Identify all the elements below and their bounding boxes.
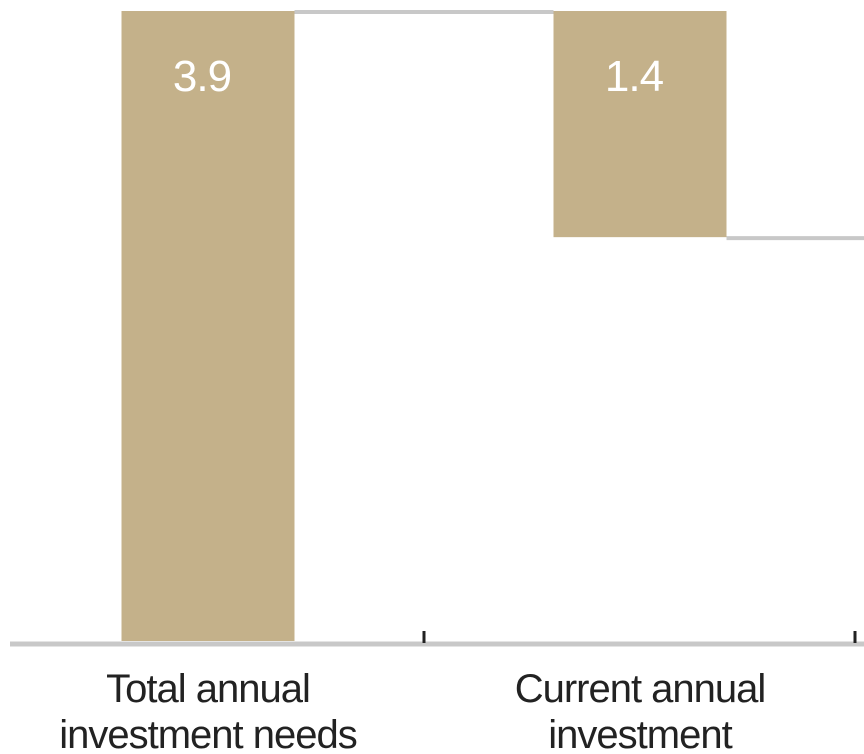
data-label: 3.9 bbox=[173, 52, 231, 101]
category-label: Current annual bbox=[515, 667, 766, 711]
category-label: investment bbox=[548, 713, 732, 754]
bar bbox=[553, 11, 727, 238]
category-label: investment needs bbox=[59, 713, 357, 754]
data-label: 1.4 bbox=[605, 52, 664, 101]
bar bbox=[121, 11, 295, 641]
category-label: Total annual bbox=[106, 667, 310, 711]
